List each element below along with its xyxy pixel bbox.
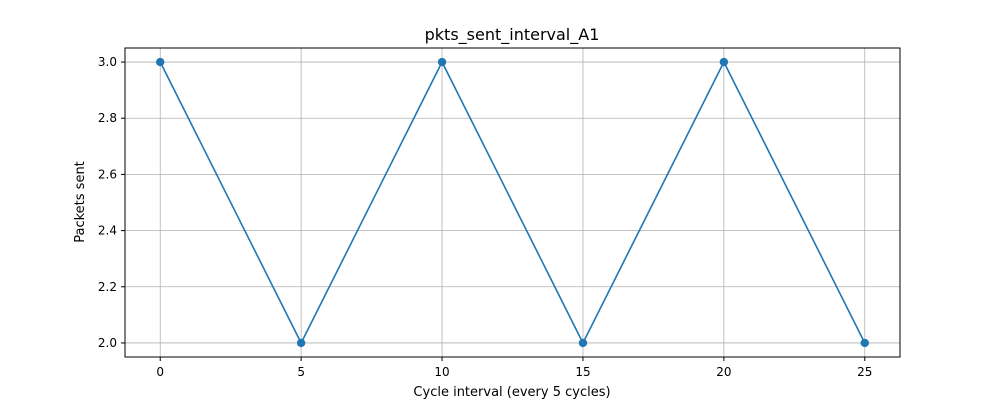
x-tick-label: 10 bbox=[434, 365, 449, 379]
y-tick-label: 2.8 bbox=[98, 111, 117, 125]
data-point bbox=[719, 57, 729, 67]
chart-title: pkts_sent_interval_A1 bbox=[425, 25, 600, 45]
x-tick-label: 20 bbox=[716, 365, 731, 379]
y-tick-label: 2.6 bbox=[98, 167, 117, 181]
x-tick-label: 15 bbox=[575, 365, 590, 379]
data-point bbox=[156, 57, 165, 67]
axis-ticks: 0 5 10 15 20 25 2.0 2.2 2.4 2.6 2.8 3.0 bbox=[98, 55, 873, 379]
series-group bbox=[156, 57, 869, 348]
data-point bbox=[296, 338, 306, 348]
data-point bbox=[437, 57, 447, 67]
plot-frame bbox=[124, 47, 901, 358]
y-tick-label: 2.2 bbox=[98, 280, 117, 294]
grid bbox=[125, 48, 900, 357]
data-point bbox=[860, 338, 869, 348]
data-point bbox=[578, 338, 588, 348]
y-tick-label: 2.4 bbox=[98, 224, 117, 238]
y-tick-label: 2.0 bbox=[98, 336, 117, 350]
series-line bbox=[159, 61, 866, 344]
x-axis-label: Cycle interval (every 5 cycles) bbox=[413, 385, 610, 400]
y-axis-label: Packets sent bbox=[73, 161, 88, 243]
x-tick-label: 25 bbox=[857, 365, 872, 379]
y-tick-label: 3.0 bbox=[98, 55, 117, 69]
x-tick-label: 0 bbox=[156, 365, 164, 379]
x-tick-label: 5 bbox=[297, 365, 305, 379]
